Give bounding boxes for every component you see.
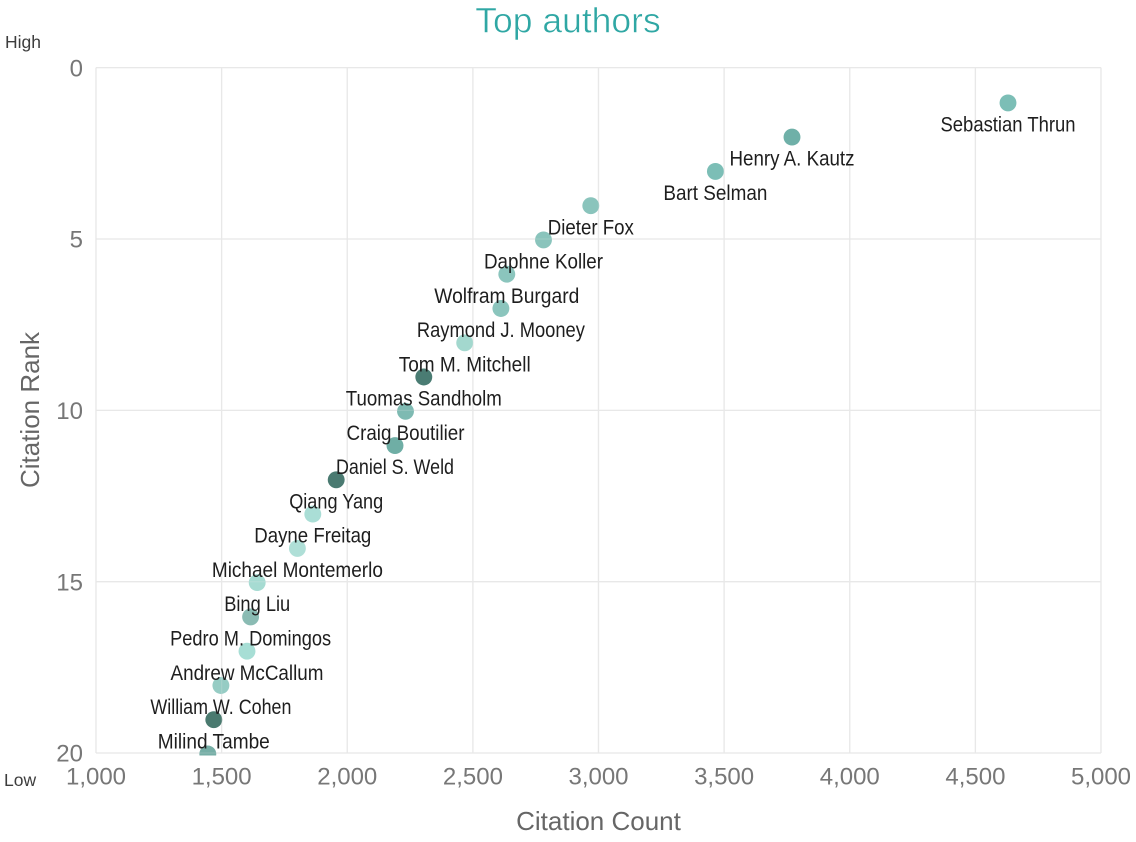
svg-text:High: High bbox=[5, 32, 41, 52]
svg-text:Dieter Fox: Dieter Fox bbox=[548, 215, 634, 239]
svg-text:Michael Montemerlo: Michael Montemerlo bbox=[212, 558, 383, 582]
svg-text:Henry A. Kautz: Henry A. Kautz bbox=[730, 147, 855, 171]
svg-text:Bing Liu: Bing Liu bbox=[224, 592, 290, 616]
svg-text:20: 20 bbox=[56, 741, 83, 768]
svg-text:10: 10 bbox=[56, 398, 83, 425]
svg-text:Tuomas Sandholm: Tuomas Sandholm bbox=[346, 387, 502, 411]
svg-text:Daniel S. Weld: Daniel S. Weld bbox=[336, 455, 454, 479]
svg-text:Qiang Yang: Qiang Yang bbox=[289, 489, 383, 513]
svg-text:0: 0 bbox=[70, 55, 83, 82]
svg-text:Dayne Freitag: Dayne Freitag bbox=[254, 524, 371, 548]
svg-text:Daphne Koller: Daphne Koller bbox=[484, 250, 603, 274]
svg-text:Citation Count: Citation Count bbox=[516, 806, 682, 836]
svg-text:Craig Boutilier: Craig Boutilier bbox=[347, 421, 465, 445]
svg-text:2,000: 2,000 bbox=[317, 764, 377, 791]
svg-text:Bart Selman: Bart Selman bbox=[663, 181, 767, 205]
svg-text:3,500: 3,500 bbox=[694, 764, 754, 791]
svg-text:4,000: 4,000 bbox=[820, 764, 880, 791]
svg-text:William W. Cohen: William W. Cohen bbox=[150, 695, 291, 719]
svg-text:3,000: 3,000 bbox=[568, 764, 628, 791]
svg-text:Milind Tambe: Milind Tambe bbox=[158, 729, 270, 753]
svg-text:Top authors: Top authors bbox=[475, 1, 661, 41]
svg-text:Wolfram Burgard: Wolfram Burgard bbox=[434, 284, 579, 308]
svg-text:15: 15 bbox=[56, 569, 83, 596]
svg-text:1,000: 1,000 bbox=[66, 764, 126, 791]
svg-text:Andrew McCallum: Andrew McCallum bbox=[171, 661, 324, 685]
svg-text:Citation Rank: Citation Rank bbox=[15, 331, 45, 488]
svg-text:Sebastian Thrun: Sebastian Thrun bbox=[941, 113, 1076, 137]
svg-text:5: 5 bbox=[70, 227, 83, 254]
svg-text:Pedro M. Domingos: Pedro M. Domingos bbox=[170, 627, 331, 651]
svg-text:2,500: 2,500 bbox=[443, 764, 503, 791]
svg-text:4,500: 4,500 bbox=[945, 764, 1005, 791]
svg-text:Raymond J. Mooney: Raymond J. Mooney bbox=[417, 318, 585, 342]
svg-text:Tom M. Mitchell: Tom M. Mitchell bbox=[399, 352, 531, 376]
svg-text:1,500: 1,500 bbox=[192, 764, 252, 791]
svg-text:5,000: 5,000 bbox=[1071, 764, 1131, 791]
svg-text:Low: Low bbox=[4, 770, 36, 790]
